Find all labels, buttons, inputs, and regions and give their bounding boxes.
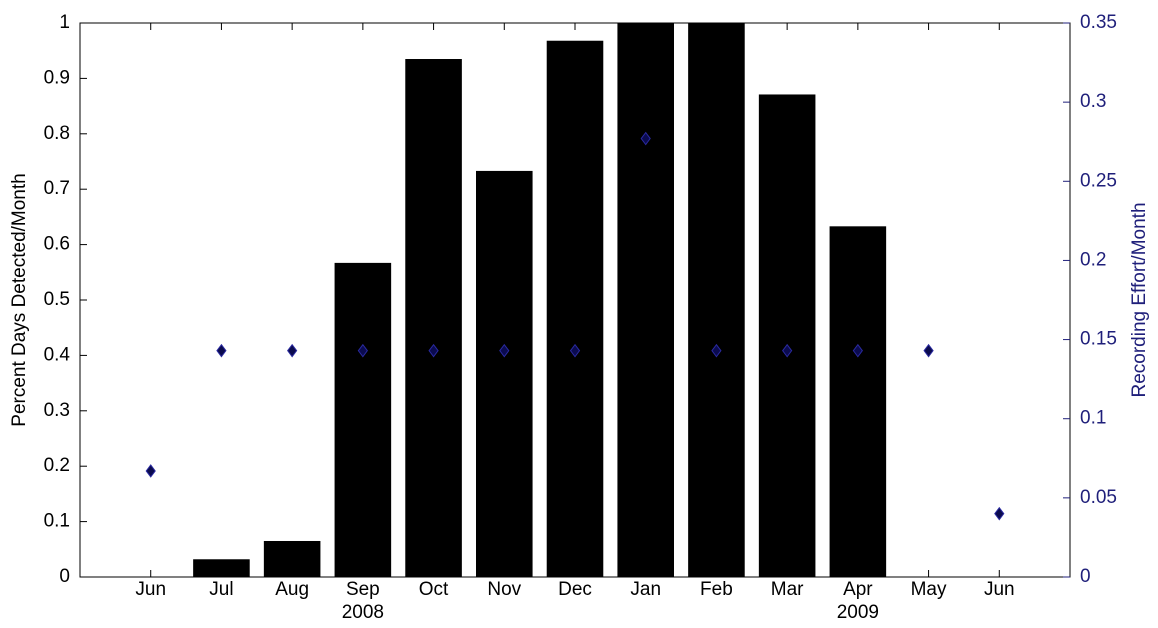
bar — [546, 40, 604, 577]
y-tick-label: 1 — [59, 12, 70, 33]
y2-tick-label: 0.15 — [1080, 329, 1117, 350]
x-tick-label: Jan — [630, 579, 661, 600]
diamond-marker — [569, 343, 581, 358]
y-tick-label: 0 — [59, 566, 70, 587]
x-sublabel: 2008 — [342, 602, 384, 623]
x-tick-label: Dec — [558, 579, 592, 600]
x-tick-label: Apr — [843, 579, 873, 600]
x-sublabel: 2009 — [837, 602, 879, 623]
diamond-marker — [640, 131, 651, 146]
bar — [334, 262, 392, 577]
bar — [476, 170, 533, 577]
diamond-marker — [994, 506, 1005, 521]
x-tick-label: Nov — [487, 579, 521, 600]
diamond-marker — [428, 343, 439, 358]
y2-tick-label: 0 — [1080, 566, 1091, 587]
x-tick-label: Mar — [771, 579, 804, 600]
y-tick-label: 0.9 — [44, 67, 70, 88]
y2-axis-label: Recording Effort/Month — [1129, 202, 1150, 397]
x-tick-label: Feb — [700, 579, 733, 600]
y-axis-label: Percent Days Detected/Month — [9, 173, 30, 426]
diamond-marker — [711, 343, 722, 358]
y2-tick-label: 0.1 — [1080, 408, 1106, 429]
diamond-marker — [923, 343, 934, 358]
diamond-marker — [357, 343, 368, 358]
diamond-marker — [852, 343, 863, 358]
diamond-marker — [216, 343, 227, 358]
x-tick-label: Aug — [275, 579, 309, 600]
x-tick-label: Jul — [209, 579, 233, 600]
y-tick-label: 0.5 — [44, 289, 70, 310]
y2-tick-label: 0.35 — [1080, 12, 1117, 33]
y-tick-label: 0.6 — [44, 234, 70, 255]
y-tick-label: 0.4 — [44, 344, 71, 365]
diamond-marker — [782, 343, 793, 358]
y2-tick-label: 0.3 — [1080, 91, 1106, 112]
bar — [405, 59, 462, 577]
diamond-marker — [499, 343, 510, 358]
bar — [829, 226, 887, 577]
x-tick-label: May — [911, 579, 947, 600]
y-tick-label: 0.3 — [44, 400, 70, 421]
x-tick-label: Jun — [984, 579, 1015, 600]
bar — [617, 23, 674, 577]
y2-tick-label: 0.2 — [1080, 249, 1106, 270]
bar — [688, 23, 745, 577]
bar — [193, 559, 250, 577]
y-tick-label: 0.2 — [44, 455, 70, 476]
y-tick-label: 0.1 — [44, 511, 70, 532]
x-tick-label: Sep — [346, 579, 380, 600]
y2-tick-label: 0.05 — [1080, 487, 1117, 508]
diamond-marker — [145, 464, 156, 478]
y2-tick-label: 0.25 — [1080, 170, 1117, 191]
y-tick-label: 0.8 — [44, 123, 70, 144]
y-tick-label: 0.7 — [44, 178, 70, 199]
x-tick-label: Jun — [135, 579, 166, 600]
diamond-marker — [287, 343, 298, 358]
bar — [758, 94, 816, 577]
x-tick-label: Oct — [419, 579, 449, 600]
